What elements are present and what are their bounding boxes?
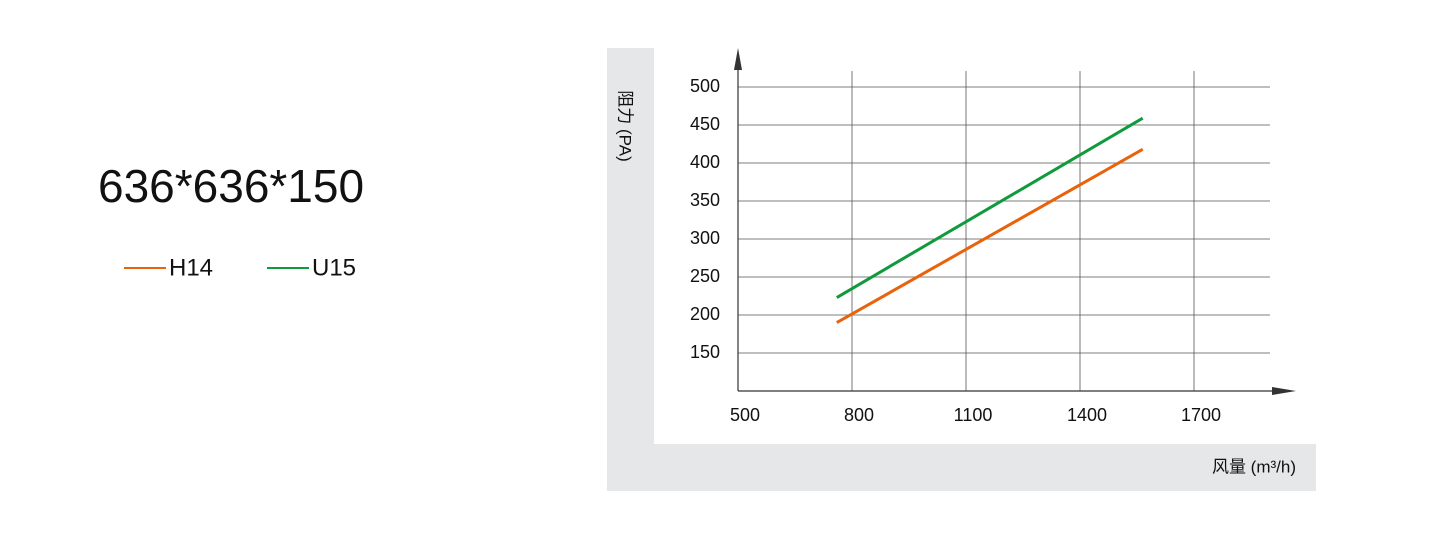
x-tick-label: 1400 <box>1067 405 1107 425</box>
y-tick-label: 350 <box>690 190 720 210</box>
x-tick-label: 500 <box>730 405 760 425</box>
chart-title: 636*636*150 <box>98 160 364 212</box>
y-tick-label: 200 <box>690 304 720 324</box>
plot-background <box>654 48 1316 444</box>
y-tick-label: 300 <box>690 228 720 248</box>
data-line <box>836 148 1144 324</box>
y-tick-label: 150 <box>690 342 720 362</box>
legend-label: U15 <box>312 254 356 281</box>
y-tick-label: 500 <box>690 76 720 96</box>
y-axis-label: 阻力 (PA) <box>616 90 635 161</box>
y-tick-label: 450 <box>690 114 720 134</box>
data-line <box>836 116 1144 299</box>
y-axis-arrow <box>734 48 742 70</box>
y-tick-label: 400 <box>690 152 720 172</box>
x-axis-label: 风量 (m³/h) <box>1212 457 1296 476</box>
x-axis-arrow <box>1272 387 1296 395</box>
x-tick-label: 1700 <box>1181 405 1221 425</box>
y-tick-label: 250 <box>690 266 720 286</box>
x-tick-label: 800 <box>844 405 874 425</box>
legend-label: H14 <box>169 254 213 281</box>
x-tick-label: 1100 <box>954 405 993 425</box>
